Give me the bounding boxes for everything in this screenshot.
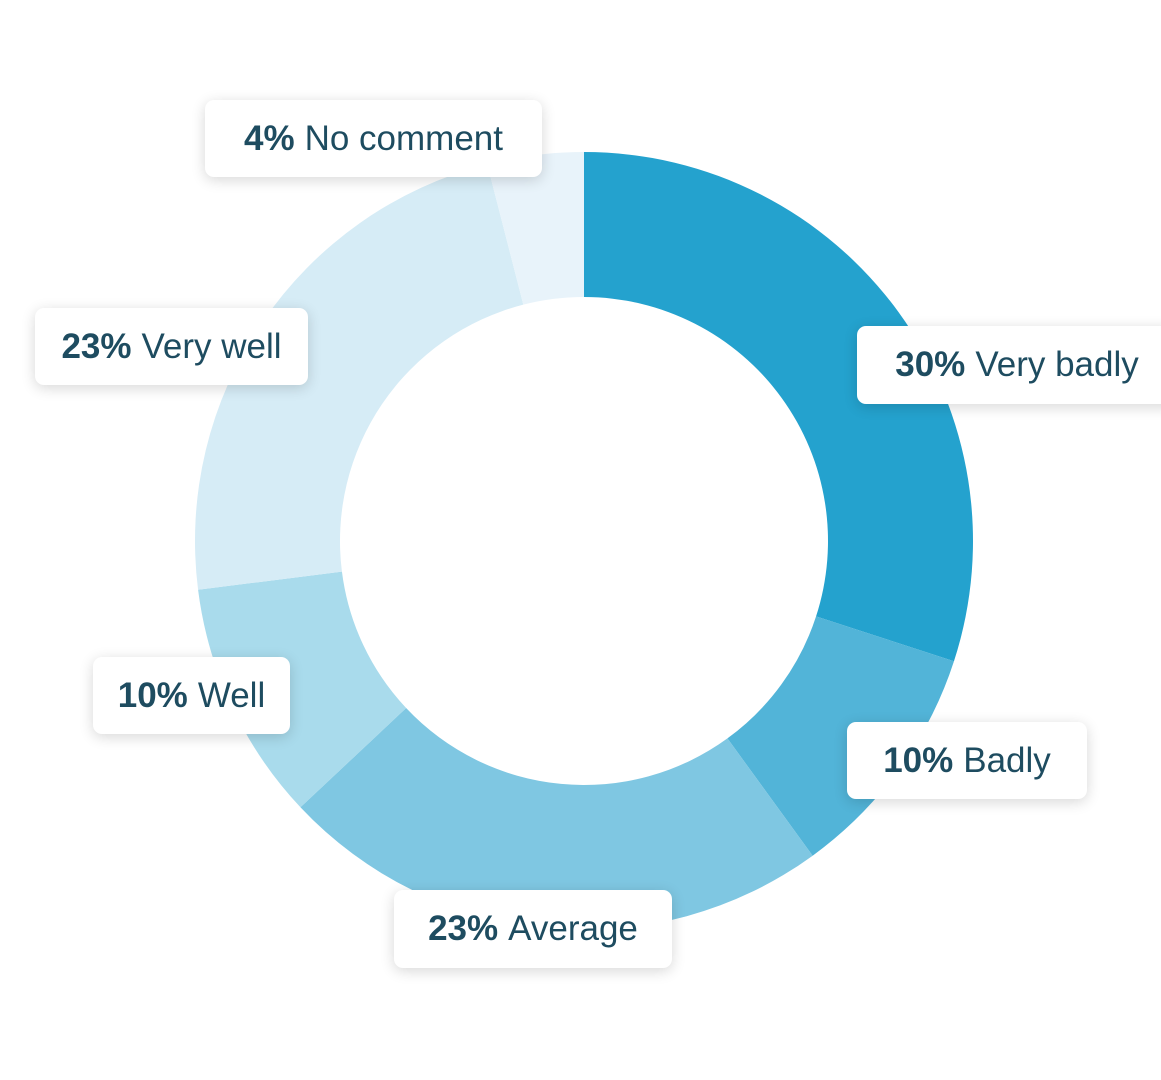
callout-very-badly: 30% Very badly	[857, 326, 1161, 404]
slice-label-average: Average	[508, 909, 638, 948]
slice-well	[198, 571, 407, 808]
slice-label-well: Well	[197, 675, 266, 715]
slice-very-well	[195, 164, 524, 590]
slice-badly	[727, 616, 954, 856]
slice-label-very-badly: Very badly	[975, 345, 1139, 384]
slice-percent-well: 10%	[117, 675, 188, 715]
slice-average	[300, 708, 813, 930]
slice-label-no-comment: No comment	[304, 118, 503, 158]
donut-slices	[195, 152, 973, 930]
callout-well: 10% Well	[93, 657, 290, 734]
slice-percent-very-well: 23%	[61, 326, 132, 366]
slice-percent-badly: 10%	[883, 740, 954, 780]
slice-percent-very-badly: 30%	[895, 345, 966, 384]
slice-percent-no-comment: 4%	[244, 118, 295, 158]
callout-very-well: 23% Very well	[35, 308, 308, 385]
slice-percent-average: 23%	[428, 909, 499, 948]
slice-very-badly	[584, 152, 973, 662]
callout-no-comment: 4% No comment	[205, 100, 542, 177]
callout-average: 23% Average	[394, 890, 672, 968]
callout-badly: 10% Badly	[847, 722, 1087, 799]
slice-label-badly: Badly	[963, 740, 1051, 780]
slice-label-very-well: Very well	[141, 326, 282, 366]
slice-no-comment	[487, 152, 584, 305]
